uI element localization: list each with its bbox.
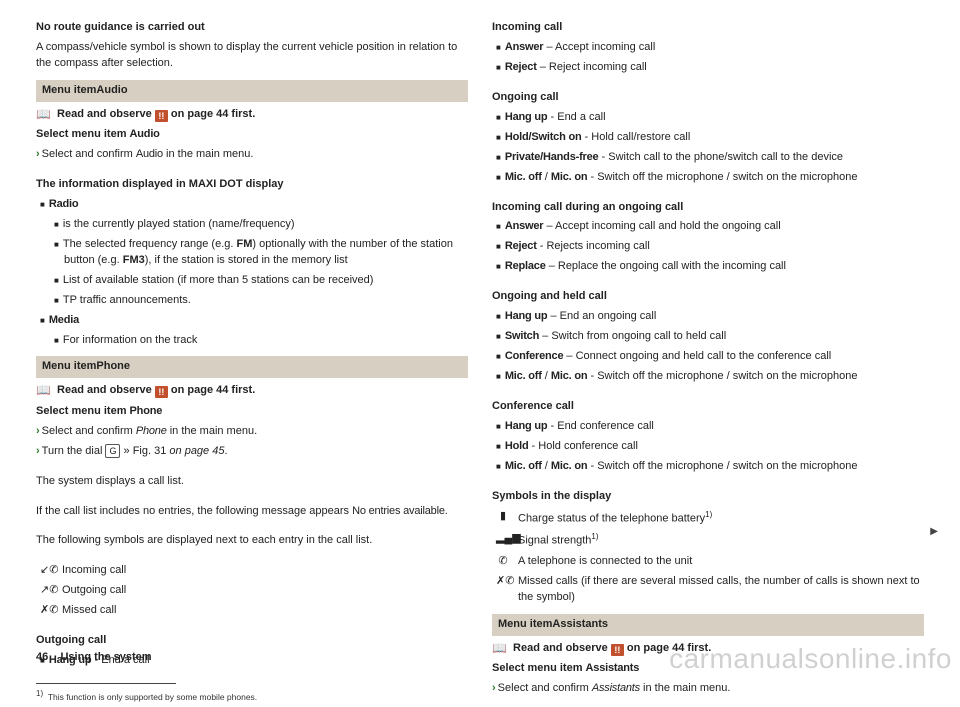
battery-icon: ▮ — [496, 509, 510, 528]
page-footer: 46 Using the system — [36, 651, 152, 663]
signal-icon: ▂▄▆ — [496, 531, 510, 550]
info-title: The information displayed in MAXI DOT di… — [36, 177, 468, 193]
phone-missed-icon: ✗✆ — [40, 603, 54, 619]
footnote: 1) This function is only supported by so… — [36, 688, 468, 703]
read-observe-phone: 📖 Read and observe !! on page 44 first. — [36, 382, 468, 399]
phone-connected-icon: ✆ — [496, 554, 510, 570]
continue-arrow: ▶ — [930, 526, 938, 537]
footnote-rule — [36, 683, 176, 684]
phone-out-icon: ↗✆ — [40, 583, 54, 599]
book-icon: 📖 — [36, 107, 51, 121]
menu-heading-assistants: Menu itemAssistants — [492, 614, 924, 636]
menu-heading-phone: Menu itemPhone — [36, 356, 468, 378]
watermark: carmanualsonline.info — [669, 643, 952, 675]
phone-in-icon: ↙✆ — [40, 563, 54, 579]
read-observe-audio: 📖 Read and observe !! on page 44 first. — [36, 106, 468, 123]
book-icon: 📖 — [492, 641, 507, 655]
page-section: Using the system — [60, 651, 151, 663]
warning-icon: !! — [155, 110, 168, 122]
select-audio-title: Select menu item Audio — [36, 127, 468, 143]
no-route-body: A compass/vehicle symbol is shown to dis… — [36, 40, 468, 72]
no-route-title: No route guidance is carried out — [36, 20, 468, 36]
warning-icon: !! — [155, 386, 168, 398]
page-number: 46 — [36, 651, 48, 663]
missed-call-icon: ✗✆ — [496, 574, 510, 606]
warning-icon: !! — [611, 644, 624, 656]
left-column: No route guidance is carried out A compa… — [36, 20, 468, 707]
right-column: Incoming call Answer – Accept incoming c… — [492, 20, 924, 707]
menu-heading-audio: Menu itemAudio — [36, 80, 468, 102]
select-audio-line: ›Select and confirm Audio in the main me… — [36, 147, 468, 163]
book-icon: 📖 — [36, 383, 51, 397]
select-phone-title: Select menu item Phone — [36, 404, 468, 420]
key-g: G — [105, 444, 120, 458]
